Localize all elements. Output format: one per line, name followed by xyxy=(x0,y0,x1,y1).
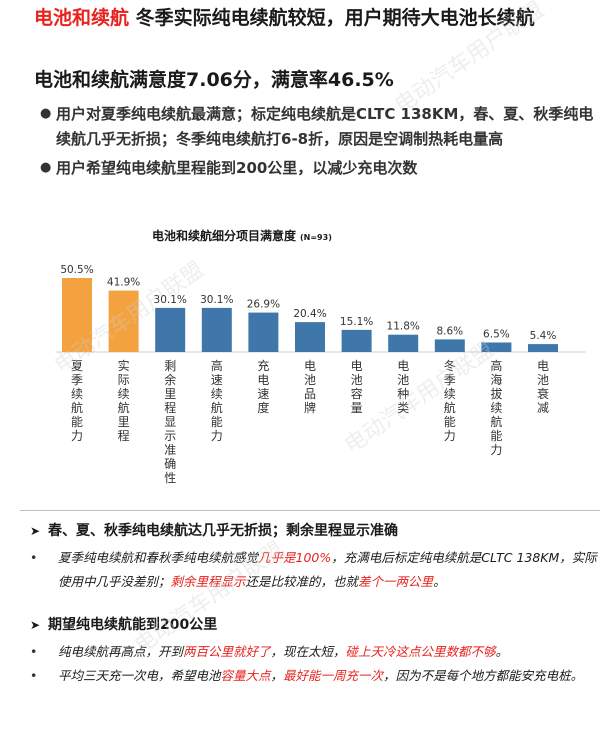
bar-value-label: 30.1% xyxy=(200,294,233,306)
bar-9 xyxy=(481,342,512,352)
arrow-icon: ➤ xyxy=(30,618,41,632)
highlight-text: 剩余里程显示 xyxy=(170,574,246,589)
bar-4 xyxy=(248,312,279,352)
bar-value-label: 20.4% xyxy=(293,308,326,320)
summary-bullet: 用户对夏季纯电续航最满意；标定纯电续航是CLTC 138KM，春、夏、秋季纯电续… xyxy=(40,102,600,151)
satisfaction-bar-chart: 电池和续航细分项目满意度 (N=93) 50.5% 夏季续航能力 41.9% 实际续航… xyxy=(56,228,586,485)
highlight-text: 容量大点 xyxy=(220,668,271,683)
quote-text: ，因为不是每个地方都能安充电桩。 xyxy=(383,668,584,683)
highlight-text: 两百公里就好了 xyxy=(183,644,271,659)
bar-6 xyxy=(341,329,372,352)
category-label: 电池品牌 xyxy=(304,359,316,415)
category-label: 高海拔续航能力 xyxy=(490,358,502,457)
quote-text: 还是比较准的，也就 xyxy=(245,574,359,589)
bar-0 xyxy=(62,278,92,352)
section2-quote-1: 纯电续航再高点，开到两百公里就好了，现在太短，碰上天冷这点公里数都不够。 xyxy=(30,640,605,664)
section-divider xyxy=(20,510,600,511)
category-label: 剩余里程显示准确性 xyxy=(164,359,176,485)
chart-sample-size: (N=93) xyxy=(300,233,332,242)
bar-value-label: 11.8% xyxy=(387,321,420,333)
quote-text: 。 xyxy=(495,644,509,659)
quote-text: 。 xyxy=(433,574,446,589)
bar-value-label: 5.4% xyxy=(530,330,557,342)
bar-value-label: 8.6% xyxy=(436,325,463,337)
page-title: 电池和续航 冬季实际纯电续航较短，用户期待大电池长续航 xyxy=(34,4,594,32)
chart-bars: 50.5% 夏季续航能力 41.9% 实际续航里程 30.1% 剩余里程显示准确性 30.1… xyxy=(60,264,558,485)
summary-bullets: 用户对夏季纯电续航最满意；标定纯电续航是CLTC 138KM，春、夏、秋季纯电续… xyxy=(40,102,600,186)
page-subtitle: 电池和续航满意度7.06分，满意率46.5% xyxy=(34,69,394,91)
category-label: 冬季续航能力 xyxy=(444,358,456,443)
quote-text: 纯电续航再高点，开到 xyxy=(58,644,184,659)
bar-value-label: 30.1% xyxy=(154,294,187,306)
bar-3 xyxy=(201,307,232,352)
arrow-icon: ➤ xyxy=(30,524,41,538)
bar-value-label: 50.5% xyxy=(60,264,93,276)
interview-notes: ➤ 春、夏、秋季纯电续航达几乎无折损；剩余里程显示准确 夏季纯电续航和春秋季纯电续… xyxy=(30,516,605,688)
bar-1 xyxy=(108,290,139,352)
bar-5 xyxy=(295,322,325,352)
quote-text: 夏季纯电续航和春秋季纯电续航感觉 xyxy=(58,550,259,565)
bar-10 xyxy=(528,344,558,352)
bar-8 xyxy=(434,339,465,352)
section1-heading-text: 春、夏、秋季纯电续航达几乎无折损；剩余里程显示准确 xyxy=(48,523,398,539)
bar-2 xyxy=(155,307,186,352)
highlight-text: 差个一两公里 xyxy=(358,574,434,589)
section2-quote-2: 平均三天充一次电，希望电池容量大点，最好能一周充一次，因为不是每个地方都能安充电… xyxy=(30,664,605,688)
category-label: 实际续航里程 xyxy=(118,358,130,443)
category-label: 夏季续航能力 xyxy=(71,359,83,443)
title-highlight: 电池和续航 xyxy=(34,7,130,29)
bar-7 xyxy=(388,334,419,352)
bar-value-label: 6.5% xyxy=(483,328,510,340)
title-text: 冬季实际纯电续航较短，用户期待大电池长续航 xyxy=(129,7,535,29)
category-label: 电池衰减 xyxy=(537,359,549,415)
quote-text: 平均三天充一次电，希望电池 xyxy=(58,668,221,683)
chart-title: 电池和续航细分项目满意度 xyxy=(152,228,297,243)
summary-bullet: 用户希望纯电续航里程能到200公里，以减少充电次数 xyxy=(40,156,600,181)
bar-value-label: 15.1% xyxy=(340,316,373,328)
category-label: 充电速度 xyxy=(257,358,269,415)
section2-heading: ➤ 期望纯电续航能到200公里 xyxy=(30,614,605,636)
section2-heading-text: 期望纯电续航能到200公里 xyxy=(48,617,218,633)
category-label: 电池容量 xyxy=(351,359,363,415)
highlight-text: 最好能一周充一次 xyxy=(283,668,384,683)
section1-quote: 夏季纯电续航和春秋季纯电续航感觉几乎是100%，充满电后标定纯电续航是CLTC … xyxy=(30,546,605,594)
quote-text: ， xyxy=(270,668,284,683)
bar-value-label: 41.9% xyxy=(107,277,140,289)
bar-value-label: 26.9% xyxy=(247,299,280,311)
quote-text: ，现在太短， xyxy=(270,644,346,659)
section1-heading: ➤ 春、夏、秋季纯电续航达几乎无折损；剩余里程显示准确 xyxy=(30,520,605,542)
highlight-text: 几乎是100% xyxy=(258,550,332,565)
category-label: 电池种类 xyxy=(397,359,409,415)
category-label: 高速续航能力 xyxy=(211,358,223,443)
quote-text: ，充满电后标定纯电续航是CLTC 138KM，实际使用中几乎没差别； xyxy=(58,550,597,589)
highlight-text: 碰上天冷这点公里数都不够 xyxy=(345,644,496,659)
